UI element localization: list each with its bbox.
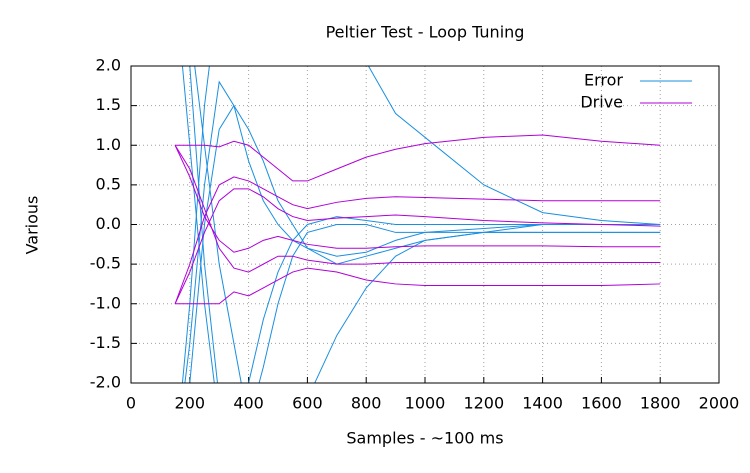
x-tick-label: 200 [175, 394, 206, 413]
chart-title: Peltier Test - Loop Tuning [326, 23, 525, 42]
series-line [174, 145, 661, 253]
y-tick-label: -0.5 [90, 254, 121, 273]
y-tick-label: 2.0 [96, 56, 121, 75]
plot-area [174, 66, 661, 383]
x-tick-label: 1000 [405, 394, 446, 413]
y-tick-label: -1.5 [90, 333, 121, 352]
x-tick-label: 1400 [522, 394, 563, 413]
y-tick-label: -1.0 [90, 293, 121, 312]
y-axis-title: Various [23, 196, 42, 255]
x-tick-label: 1800 [640, 394, 681, 413]
plot-frame [130, 65, 720, 384]
y-tick-label: 1.5 [96, 95, 121, 114]
series-line [181, 66, 661, 383]
series-line [189, 66, 661, 383]
series-line [194, 66, 661, 383]
y-tick-label: 0.5 [96, 174, 121, 193]
x-tick-label: 600 [292, 394, 323, 413]
series-line [189, 104, 661, 383]
y-tick-label: 0.0 [96, 214, 121, 233]
x-tick-label: 0 [126, 394, 136, 413]
series-line [181, 66, 661, 383]
legend-label: Drive [580, 93, 623, 112]
series-line [175, 134, 661, 182]
x-axis-title: Samples - ~100 ms [346, 429, 503, 448]
y-tick-label: -2.0 [90, 373, 121, 392]
x-tick-label: 400 [233, 394, 264, 413]
series-line [174, 144, 661, 273]
series-line [175, 267, 661, 305]
series-line [174, 188, 661, 304]
x-tick-label: 800 [351, 394, 382, 413]
series-line [174, 176, 661, 304]
x-tick-label: 1600 [581, 394, 622, 413]
x-tick-label: 1200 [463, 394, 504, 413]
y-tick-label: 1.0 [96, 135, 121, 154]
legend-label: Error [584, 71, 623, 90]
x-tick-label: 2000 [699, 394, 740, 413]
